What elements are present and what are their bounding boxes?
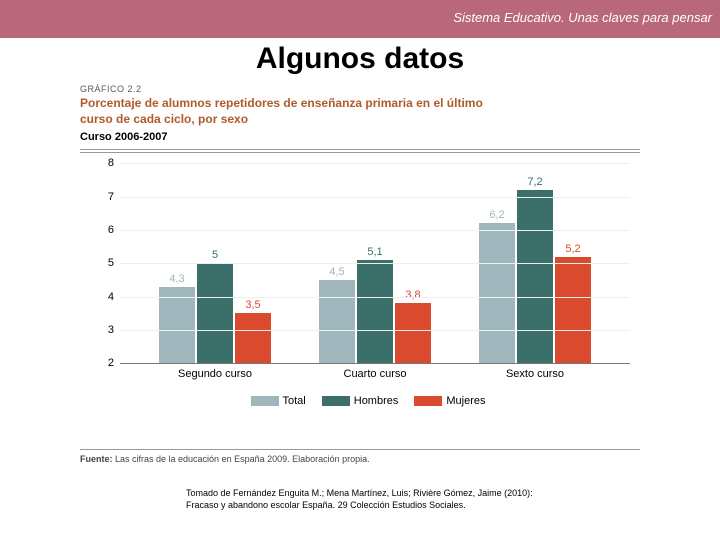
x-category: Cuarto curso bbox=[295, 368, 455, 380]
header-bar: Sistema Educativo. Unas claves para pens… bbox=[0, 0, 720, 38]
chart-code: GRÁFICO 2.2 bbox=[80, 84, 640, 94]
gridline bbox=[120, 163, 630, 164]
y-tick: 4 bbox=[80, 291, 114, 303]
source-prefix: Fuente: bbox=[80, 454, 115, 464]
legend-swatch bbox=[251, 396, 279, 406]
bar-value: 3,5 bbox=[235, 299, 271, 311]
bar-mujeres bbox=[395, 303, 431, 363]
bar-mujeres bbox=[555, 257, 591, 364]
citation-l2: Fracaso y abandono escolar España. 29 Co… bbox=[186, 500, 620, 512]
legend: Total Hombres Mujeres bbox=[80, 395, 640, 407]
divider bbox=[80, 152, 640, 153]
source-body: Las cifras de la educación en España 200… bbox=[115, 454, 370, 464]
x-category: Segundo curso bbox=[135, 368, 295, 380]
gridline bbox=[120, 297, 630, 298]
y-tick: 6 bbox=[80, 224, 114, 236]
bar-value: 7,2 bbox=[517, 176, 553, 188]
citation-l1: Tomado de Fernández Enguita M.; Mena Mar… bbox=[186, 488, 620, 500]
y-tick: 7 bbox=[80, 191, 114, 203]
chart-title-l1: Porcentaje de alumnos repetidores de ens… bbox=[80, 96, 483, 110]
gridline bbox=[120, 197, 630, 198]
bar-total bbox=[159, 287, 195, 364]
header-text: Sistema Educativo. Unas claves para pens… bbox=[453, 10, 712, 25]
x-category: Sexto curso bbox=[455, 368, 615, 380]
y-tick: 2 bbox=[80, 357, 114, 369]
citation: Tomado de Fernández Enguita M.; Mena Mar… bbox=[100, 488, 620, 511]
chart-title-l2: curso de cada ciclo, por sexo bbox=[80, 112, 248, 126]
bar-value: 5,2 bbox=[555, 243, 591, 255]
bar-value: 6,2 bbox=[479, 209, 515, 221]
legend-label: Total bbox=[283, 395, 306, 407]
gridline bbox=[120, 263, 630, 264]
bar-value: 4,5 bbox=[319, 266, 355, 278]
y-tick: 3 bbox=[80, 324, 114, 336]
chart-subtitle: Curso 2006-2007 bbox=[80, 131, 640, 143]
divider bbox=[80, 449, 640, 450]
source-block: Fuente: Las cifras de la educación en Es… bbox=[80, 449, 640, 464]
y-tick: 5 bbox=[80, 257, 114, 269]
legend-label: Hombres bbox=[354, 395, 399, 407]
legend-swatch bbox=[414, 396, 442, 406]
page-title: Algunos datos bbox=[0, 42, 720, 76]
bar-total bbox=[479, 223, 515, 363]
bar-hombres bbox=[357, 260, 393, 363]
bar-value: 5,1 bbox=[357, 246, 393, 258]
source-text: Fuente: Las cifras de la educación en Es… bbox=[80, 454, 640, 464]
bar-value: 5 bbox=[197, 249, 233, 261]
baseline bbox=[120, 363, 630, 364]
gridline bbox=[120, 330, 630, 331]
chart-block: GRÁFICO 2.2 Porcentaje de alumnos repeti… bbox=[80, 84, 640, 393]
bar-value: 4,3 bbox=[159, 273, 195, 285]
legend-label: Mujeres bbox=[446, 395, 485, 407]
legend-swatch bbox=[322, 396, 350, 406]
divider bbox=[80, 149, 640, 150]
bar-hombres bbox=[517, 190, 553, 363]
bar-mujeres bbox=[235, 313, 271, 363]
gridline bbox=[120, 230, 630, 231]
chart-plot: 4,353,54,55,13,86,27,25,2 TotalHombresMu… bbox=[80, 163, 640, 393]
bar-total bbox=[319, 280, 355, 363]
bar-hombres bbox=[197, 263, 233, 363]
y-tick: 8 bbox=[80, 157, 114, 169]
bar-value: 3,8 bbox=[395, 289, 431, 301]
chart-title: Porcentaje de alumnos repetidores de ens… bbox=[80, 96, 640, 127]
slide: Sistema Educativo. Unas claves para pens… bbox=[0, 0, 720, 540]
